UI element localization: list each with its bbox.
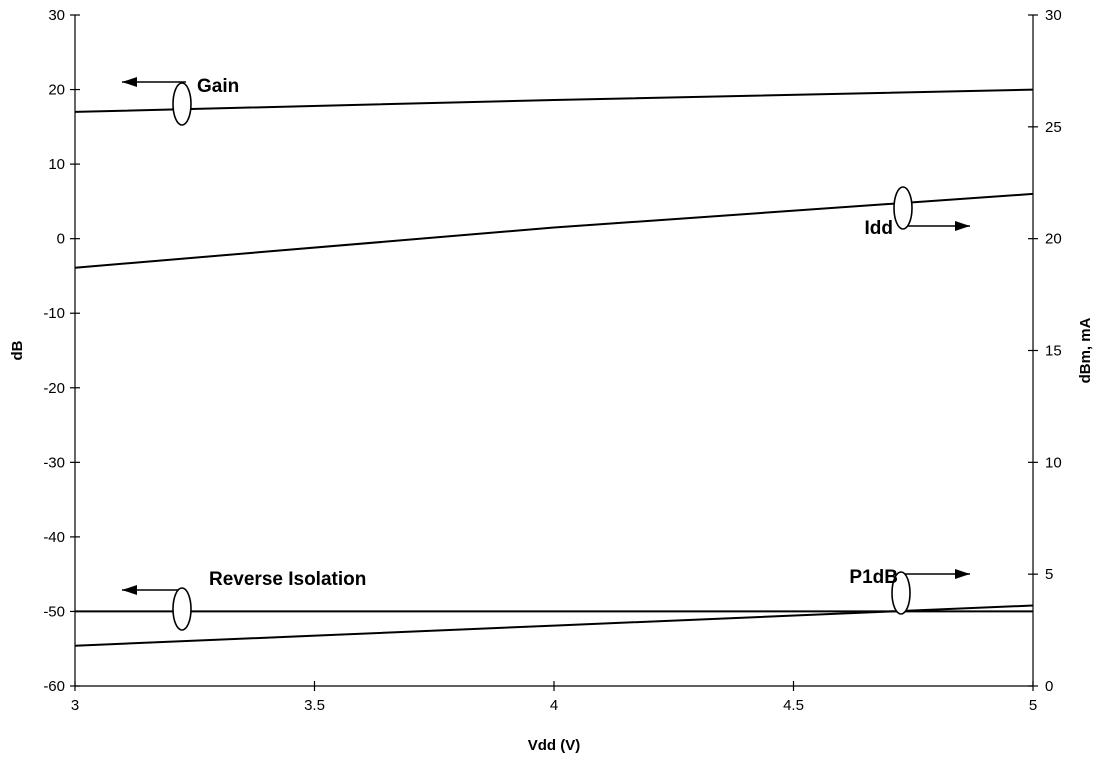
annotation-label: Idd	[865, 218, 894, 239]
left-y-tick-label: -30	[43, 454, 65, 471]
x-tick-label: 3.5	[304, 697, 325, 714]
left-y-tick-label: -50	[43, 603, 65, 620]
series-ellipse-marker	[891, 571, 911, 615]
x-tick-label: 3	[71, 697, 79, 714]
right-y-tick-label: 10	[1045, 454, 1062, 471]
series-ellipse-marker	[172, 82, 192, 126]
annotation-label: Reverse Isolation	[209, 569, 366, 590]
series-annotations: Gain Idd Reverse Isolation P1dB	[122, 76, 970, 631]
series-line-idd	[74, 192, 1034, 269]
left-y-tick-label: 20	[48, 82, 65, 99]
x-axis-title: Vdd (V)	[528, 737, 581, 754]
series-ellipse-marker	[893, 186, 913, 230]
right-y-axis-title: dBm, mA	[1077, 317, 1094, 383]
x-tick-label: 4.5	[783, 697, 804, 714]
x-tick-label: 5	[1029, 697, 1037, 714]
left-y-tick-label: -20	[43, 380, 65, 397]
annotation-idd: Idd	[865, 186, 970, 239]
arrow-head-icon	[122, 77, 137, 87]
right-y-tick-label: 20	[1045, 231, 1062, 248]
left-y-tick-label: -40	[43, 529, 65, 546]
series-ellipse-marker	[172, 587, 192, 631]
right-y-tick-label: 30	[1045, 7, 1062, 24]
annotation-gain: Gain	[122, 76, 239, 126]
annotation-label: Gain	[197, 76, 239, 97]
annotation-p1db: P1dB	[849, 567, 970, 615]
series-lines	[74, 88, 1034, 647]
left-y-tick-label: 0	[57, 231, 65, 248]
left-y-axis-title: dB	[9, 340, 26, 360]
arrow-head-icon	[955, 569, 970, 579]
series-line-p1db	[74, 604, 1034, 647]
right-y-tick-label: 0	[1045, 678, 1053, 695]
series-line-gain	[74, 88, 1034, 113]
right-y-tick-label: 5	[1045, 566, 1053, 583]
left-y-tick-label: 10	[48, 156, 65, 173]
annotation-reverse-isolation: Reverse Isolation	[122, 569, 366, 631]
annotation-label: P1dB	[849, 567, 898, 588]
left-y-tick-label: 30	[48, 7, 65, 24]
right-y-tick-label: 15	[1045, 343, 1062, 360]
arrow-head-icon	[122, 585, 137, 595]
arrow-head-icon	[955, 221, 970, 231]
x-tick-label: 4	[550, 697, 558, 714]
right-y-tick-label: 25	[1045, 119, 1062, 136]
left-y-tick-label: -10	[43, 305, 65, 322]
left-y-tick-label: -60	[43, 678, 65, 695]
